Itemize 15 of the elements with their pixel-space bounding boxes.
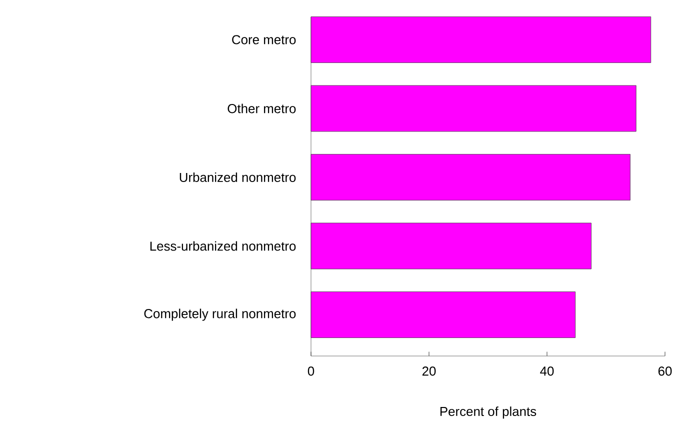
bar [310, 292, 576, 338]
x-tick-label: 0 [308, 366, 314, 376]
y-tick-label: Urbanized nonmetro [180, 172, 296, 182]
bar [310, 154, 630, 200]
bar [310, 16, 652, 63]
y-tick-label: Other metro [228, 104, 296, 114]
bar [310, 222, 592, 270]
x-tick-label: 20 [422, 366, 436, 376]
x-tick-label: 60 [658, 366, 672, 376]
y-tick-label: Less-urbanized nonmetro [150, 241, 296, 251]
x-axis-title: Percent of plants [440, 406, 536, 419]
y-tick-label: Completely rural nonmetro [144, 308, 296, 321]
x-tick-label: 40 [540, 366, 554, 376]
bar [310, 85, 636, 132]
y-tick-label: Core metro [232, 35, 296, 44]
